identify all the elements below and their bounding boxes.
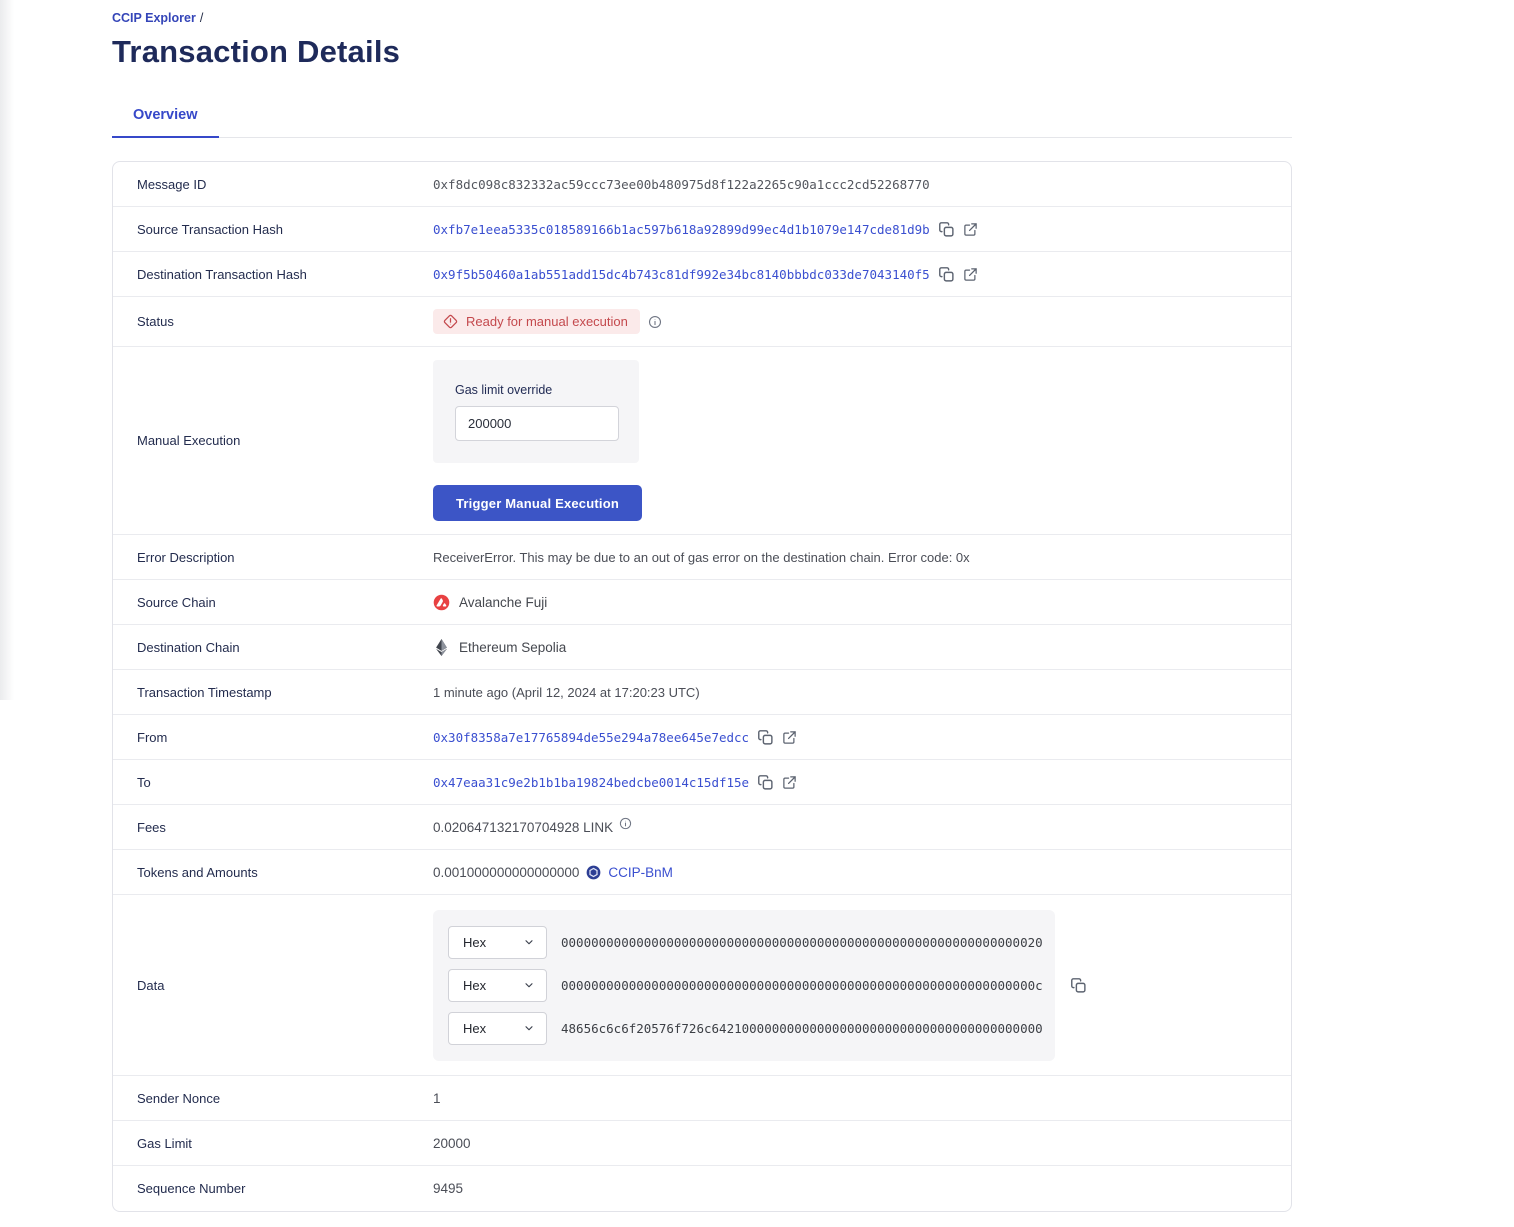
tab-bar: Overview [112,107,1292,138]
breadcrumb-link-ccip-explorer[interactable]: CCIP Explorer [112,11,196,25]
encoding-select[interactable]: Hex [448,1011,547,1045]
fees-label: Fees [137,819,166,835]
row-transaction-timestamp: Transaction Timestamp 1 minute ago (Apri… [113,670,1291,715]
destination-transaction-hash-link[interactable]: 0x9f5b50460a1ab551add15dc4b743c81df992e3… [433,266,930,282]
encoding-select-value: Hex [463,1020,487,1036]
ethereum-sepolia-icon [433,638,450,656]
row-source-chain: Source Chain Avalanche Fuji [113,580,1291,625]
row-sender-nonce: Sender Nonce 1 [113,1076,1291,1121]
row-fees: Fees 0.020647132170704928 LINK [113,805,1291,850]
external-link-icon[interactable] [963,267,978,282]
gas-limit-override-input[interactable] [455,406,619,441]
external-link-icon[interactable] [782,730,797,745]
sender-nonce-value: 1 [433,1090,441,1106]
gas-limit-label: Gas Limit [137,1135,192,1151]
avalanche-fuji-icon [433,594,450,611]
data-hex-value: 0000000000000000000000000000000000000000… [561,977,1043,993]
data-label: Data [137,977,165,993]
data-hex-value: 0000000000000000000000000000000000000000… [561,934,1043,950]
row-source-transaction-hash: Source Transaction Hash 0xfb7e1eea5335c0… [113,207,1291,252]
external-link-icon[interactable] [782,775,797,790]
from-label: From [137,729,168,745]
source-chain-label: Source Chain [137,594,216,610]
data-line: Hex 000000000000000000000000000000000000… [448,925,1055,959]
alert-diamond-icon [443,314,458,329]
source-chain-value: Avalanche Fuji [459,594,548,610]
info-icon[interactable] [619,817,632,830]
destination-transaction-hash-label: Destination Transaction Hash [137,266,307,282]
gas-limit-override-label: Gas limit override [455,383,553,397]
sequence-number-value: 9495 [433,1181,464,1196]
info-icon[interactable] [648,315,662,329]
to-address-link[interactable]: 0x47eaa31c9e2b1b1ba19824bedcbe0014c15df1… [433,774,750,790]
destination-chain-value: Ethereum Sepolia [459,639,567,655]
row-destination-transaction-hash: Destination Transaction Hash 0x9f5b50460… [113,252,1291,297]
copy-icon[interactable] [1070,977,1087,994]
row-tokens-and-amounts: Tokens and Amounts 0.001000000000000000 … [113,850,1291,895]
message-id-value: 0xf8dc098c832332ac59ccc73ee00b480975d8f1… [433,176,930,192]
row-data: Data Hex 0000000000000000000000000000000… [113,895,1291,1076]
sender-nonce-label: Sender Nonce [137,1090,221,1106]
breadcrumb-separator: / [199,11,204,25]
row-sequence-number: Sequence Number 9495 [113,1166,1291,1211]
row-error-description: Error Description ReceiverError. This ma… [113,535,1291,580]
row-destination-chain: Destination Chain Ethereum Sepolia [113,625,1291,670]
row-gas-limit: Gas Limit 20000 [113,1121,1291,1166]
row-status: Status Ready for manual execution [113,297,1291,347]
transaction-details-table: Message ID 0xf8dc098c832332ac59ccc73ee00… [112,161,1292,1212]
error-description-label: Error Description [137,549,235,565]
breadcrumb: CCIP Explorer / [112,11,1292,25]
encoding-select[interactable]: Hex [448,968,547,1002]
encoding-select-value: Hex [463,977,487,993]
tokens-and-amounts-label: Tokens and Amounts [137,864,258,880]
manual-execution-label: Manual Execution [137,433,241,448]
source-transaction-hash-link[interactable]: 0xfb7e1eea5335c018589166b1ac597b618a9289… [433,221,930,237]
copy-icon[interactable] [757,774,774,791]
row-to: To 0x47eaa31c9e2b1b1ba19824bedcbe0014c15… [113,760,1291,805]
gas-limit-value: 20000 [433,1135,471,1151]
data-hex-value: 48656c6c6f20576f726c64210000000000000000… [561,1020,1043,1036]
page-title: Transaction Details [112,34,401,69]
copy-icon[interactable] [938,266,955,283]
status-badge: Ready for manual execution [433,309,640,334]
sequence-number-label: Sequence Number [137,1181,246,1196]
external-link-icon[interactable] [963,222,978,237]
to-label: To [137,774,151,790]
source-transaction-hash-label: Source Transaction Hash [137,221,283,237]
destination-chain-label: Destination Chain [137,639,240,655]
transaction-details-page: CCIP Explorer / Transaction Details Overv… [112,0,1292,1212]
gas-limit-override-panel: Gas limit override [433,360,639,463]
message-id-label: Message ID [137,176,207,192]
data-line: Hex 48656c6c6f20576f726c6421000000000000… [448,1011,1055,1045]
encoding-select[interactable]: Hex [448,925,547,959]
copy-icon[interactable] [757,729,774,746]
error-description-value: ReceiverError. This may be due to an out… [433,549,970,565]
row-message-id: Message ID 0xf8dc098c832332ac59ccc73ee00… [113,162,1291,207]
copy-icon[interactable] [938,221,955,238]
data-line: Hex 000000000000000000000000000000000000… [448,968,1055,1002]
transaction-timestamp-value: 1 minute ago (April 12, 2024 at 17:20:23… [433,684,700,700]
left-edge-shadow [0,0,14,700]
chevron-down-icon [523,1022,535,1034]
chevron-down-icon [523,979,535,991]
fees-value: 0.020647132170704928 LINK [433,819,614,835]
chevron-down-icon [523,936,535,948]
tab-overview[interactable]: Overview [112,107,219,138]
ccip-bnm-token-icon [586,865,601,880]
token-amount-value: 0.001000000000000000 [433,864,580,880]
status-label: Status [137,314,174,329]
token-link-ccip-bnm[interactable]: CCIP-BnM [608,864,673,880]
data-hex-panel: Hex 000000000000000000000000000000000000… [433,909,1055,1061]
transaction-timestamp-label: Transaction Timestamp [137,684,272,700]
row-manual-execution: Manual Execution Gas limit override Trig… [113,347,1291,535]
from-address-link[interactable]: 0x30f8358a7e17765894de55e294a78ee645e7ed… [433,729,750,745]
status-badge-text: Ready for manual execution [466,314,628,329]
row-from: From 0x30f8358a7e17765894de55e294a78ee64… [113,715,1291,760]
encoding-select-value: Hex [463,934,487,950]
trigger-manual-execution-button[interactable]: Trigger Manual Execution [433,485,642,521]
